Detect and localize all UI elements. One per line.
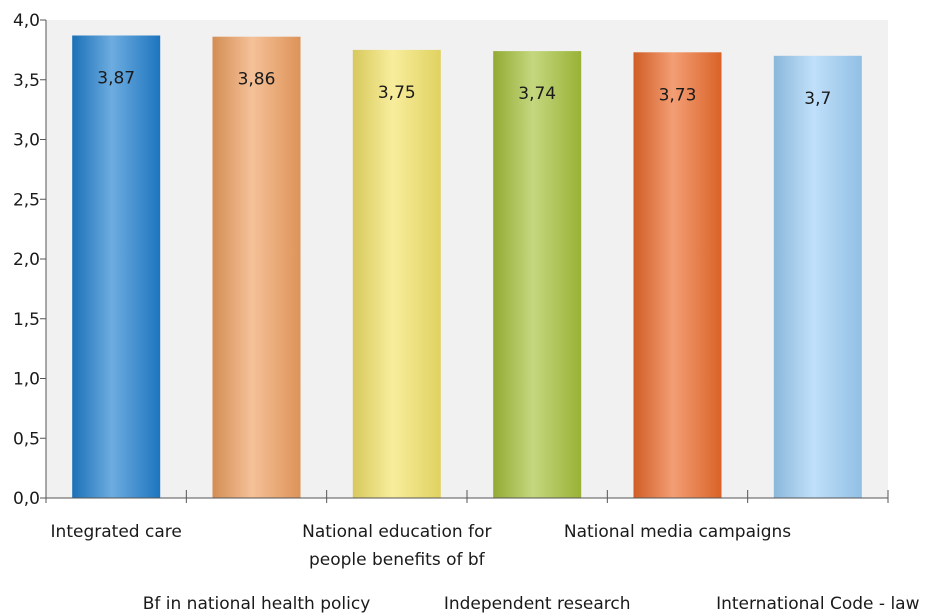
y-axis: 0,0 0,5 1,0 1,5 2,0 2,5 3,0 3,5 4,0 [13, 11, 47, 509]
x-category-label-4: Independent research [444, 594, 631, 614]
bar-2 [212, 36, 301, 498]
y-tick-label: 0,5 [13, 429, 40, 449]
x-category-label-3: National education for people benefits of… [302, 522, 491, 570]
data-label-6: 3,7 [804, 89, 831, 109]
bars-group [72, 35, 862, 499]
x-axis [45, 490, 889, 503]
bar-3 [352, 49, 441, 499]
x-category-label-5: National media campaigns [564, 522, 791, 542]
data-label-3: 3,75 [378, 83, 416, 103]
y-tick-label: 2,0 [13, 250, 40, 270]
plot-area [46, 20, 888, 498]
y-tick-label: 2,5 [13, 190, 40, 210]
x-category-label-6: International Code - law [716, 594, 920, 614]
data-label-5: 3,73 [659, 85, 697, 105]
x-category-label-1: Integrated care [51, 522, 182, 542]
data-label-4: 3,74 [518, 84, 556, 104]
y-tick-label: 0,0 [13, 489, 40, 509]
x-category-label-2: Bf in national health policy [143, 594, 371, 614]
y-tick-label: 3,5 [13, 71, 40, 91]
y-tick-label: 4,0 [13, 11, 40, 31]
bar-4 [493, 51, 582, 498]
bar-6 [773, 55, 862, 499]
y-tick-label: 1,0 [13, 370, 40, 390]
y-tick-label: 3,0 [13, 131, 40, 151]
x-axis-labels: Integrated care Bf in national health pol… [51, 522, 920, 614]
data-label-2: 3,86 [238, 70, 276, 90]
data-label-1: 3,87 [97, 69, 135, 89]
data-labels: 3,87 3,86 3,75 3,74 3,73 3,7 [97, 69, 831, 109]
bar-1 [72, 35, 161, 498]
bar-5 [633, 52, 722, 499]
y-tick-label: 1,5 [13, 310, 40, 330]
